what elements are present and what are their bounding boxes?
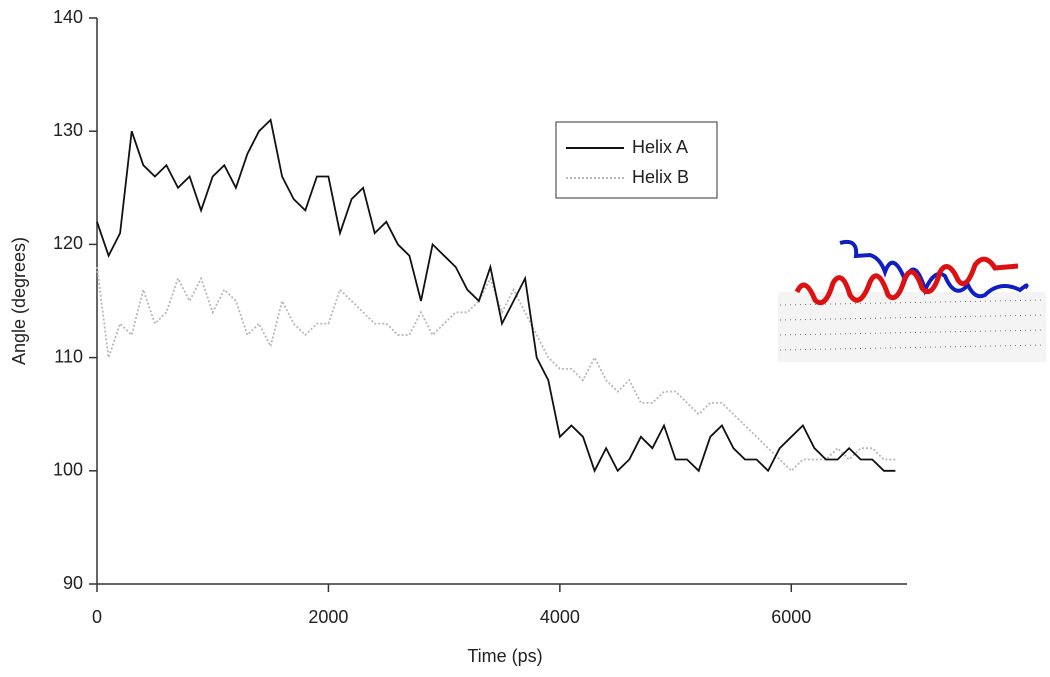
x-tick-label: 6000 [771, 607, 811, 627]
y-axis-label: Angle (degrees) [9, 237, 29, 365]
y-tick-label: 110 [54, 346, 83, 366]
protein-inset [778, 239, 1046, 362]
helix-ribbon-blue [839, 239, 1029, 299]
y-tick-label: 130 [53, 120, 83, 140]
y-tick-label: 90 [63, 573, 83, 593]
y-tick-label: 120 [53, 233, 83, 253]
series-line [96, 118, 896, 474]
x-tick-label: 0 [92, 607, 102, 627]
x-tick-label: 2000 [308, 607, 348, 627]
y-tick-label: 100 [53, 460, 83, 480]
helix-ribbon-red [794, 256, 1019, 306]
y-tick-label: 140 [53, 7, 83, 27]
x-tick-label: 4000 [540, 607, 580, 627]
legend-box [555, 121, 718, 199]
x-axis-label: Time (ps) [467, 646, 542, 666]
legend-label: Helix B [632, 167, 689, 187]
legend-label: Helix A [632, 137, 688, 157]
